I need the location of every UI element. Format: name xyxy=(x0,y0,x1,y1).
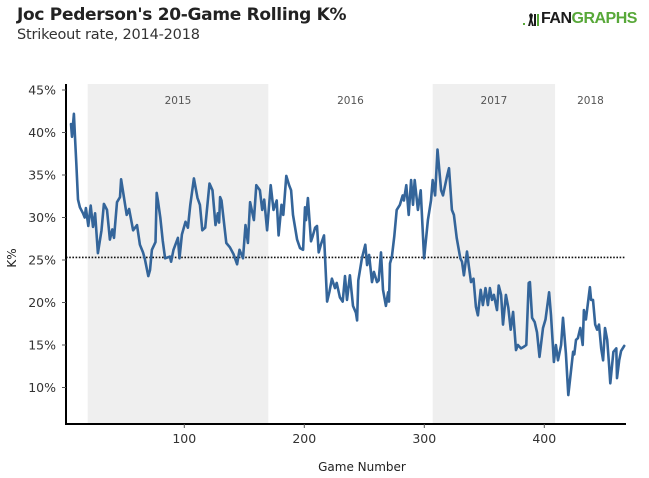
y-tick-label: 30% xyxy=(28,210,56,225)
y-tick-label: 10% xyxy=(28,380,56,395)
season-label-2018: 2018 xyxy=(577,95,604,107)
chart-title: Joc Pederson's 20-Game Rolling K% xyxy=(17,5,347,25)
fangraphs-logo: FAN GRAPHS xyxy=(523,10,637,28)
x-tick-label: 300 xyxy=(412,431,436,446)
rolling-k-line xyxy=(69,112,626,397)
y-tick-label: 40% xyxy=(28,125,56,140)
y-axis-title: K% xyxy=(5,248,19,267)
season-label-2017: 2017 xyxy=(481,95,508,107)
x-axis-title: Game Number xyxy=(318,460,406,474)
x-tick-label: 200 xyxy=(292,431,316,446)
x-tick-label: 400 xyxy=(532,431,556,446)
y-tick-label: 35% xyxy=(28,168,56,183)
y-tick-label: 20% xyxy=(28,295,56,310)
logo-text-graphs: GRAPHS xyxy=(571,10,638,27)
season-shading xyxy=(87,84,556,424)
x-tick-label: 100 xyxy=(172,431,196,446)
season-label-2015: 2015 xyxy=(165,95,192,107)
batter-icon xyxy=(523,13,539,26)
y-tick-label: 25% xyxy=(28,253,56,268)
y-ticks: 10% 15% 20% 25% 30% 35% 40% 45% xyxy=(28,83,66,395)
chart-subtitle: Strikeout rate, 2014-2018 xyxy=(17,27,200,43)
y-tick-label: 45% xyxy=(28,83,56,98)
season-label-2016: 2016 xyxy=(337,95,364,107)
x-ticks: 100 200 300 400 xyxy=(172,424,556,446)
season-labels: 2015 2016 2017 2018 xyxy=(165,95,604,107)
season-band-2017 xyxy=(432,84,556,424)
y-tick-label: 15% xyxy=(28,338,56,353)
logo-text-fan: FAN xyxy=(541,10,572,27)
